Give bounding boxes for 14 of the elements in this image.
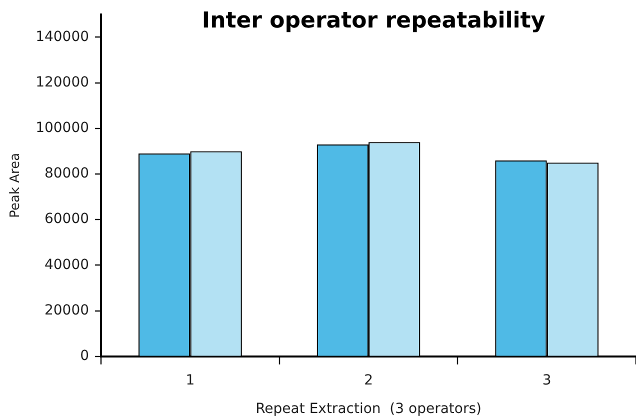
y-tick-label: 100000 [36,120,90,136]
y-tick-label: 140000 [36,28,90,45]
y-tick-label: 80000 [44,166,90,182]
x-tick-label: 2 [364,372,373,388]
chart-title: Inter operator repeatability [202,8,546,34]
x-tick-label: 3 [542,372,552,388]
x-axis-title: Repeat Extraction (3 operators) [256,401,482,418]
y-tick-label: 120000 [36,74,90,90]
x-tick-label: 1 [186,372,195,388]
y-tick-label: 60000 [44,211,90,228]
y-tick-label: 0 [80,348,90,364]
y-tick-label: 20000 [44,302,90,318]
y-axis-title: Peak Area [8,152,24,218]
y-tick-label: 40000 [44,256,90,273]
